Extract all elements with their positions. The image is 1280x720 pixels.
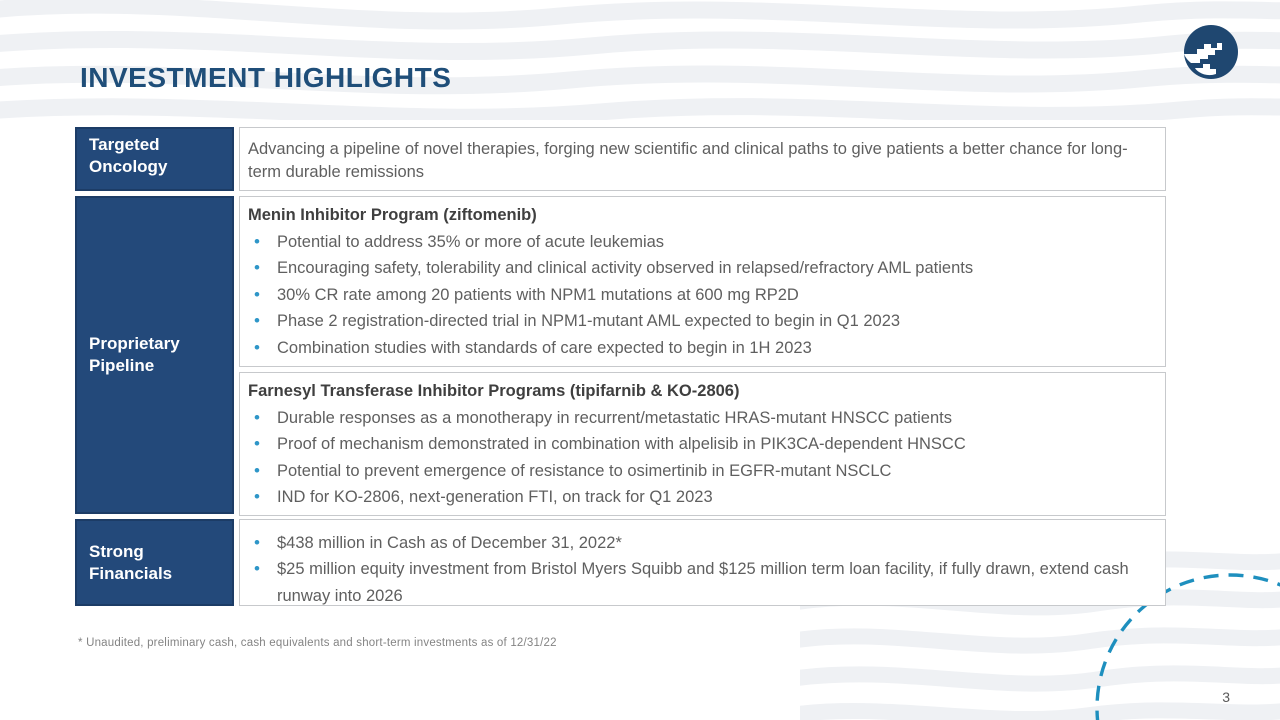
company-logo	[1183, 24, 1239, 80]
bullet-list: Potential to address 35% or more of acut…	[248, 229, 1155, 361]
section-heading: Farnesyl Transferase Inhibitor Programs …	[248, 382, 740, 400]
bullet-item: Encouraging safety, tolerability and cli…	[248, 255, 1155, 282]
bullet-item: Phase 2 registration-directed trial in N…	[248, 308, 1155, 335]
bullet-list: Durable responses as a monotherapy in re…	[248, 405, 1155, 511]
bullet-list: $438 million in Cash as of December 31, …	[248, 530, 1155, 609]
row-label-text: Targeted Oncology	[89, 135, 168, 176]
bullet-item: Proof of mechanism demonstrated in combi…	[248, 431, 1155, 458]
bullet-item: Durable responses as a monotherapy in re…	[248, 405, 1155, 432]
row-label-text: Proprietary Pipeline	[89, 334, 180, 375]
bullet-item: IND for KO-2806, next-generation FTI, on…	[248, 484, 1155, 511]
footnote: * Unaudited, preliminary cash, cash equi…	[78, 637, 557, 649]
row-paragraph: Advancing a pipeline of novel therapies,…	[248, 140, 1128, 181]
bullet-item: 30% CR rate among 20 patients with NPM1 …	[248, 282, 1155, 309]
table-row-proprietary-pipeline: Proprietary Pipeline Menin Inhibitor Pro…	[75, 196, 1166, 516]
table-row-strong-financials: Strong Financials $438 million in Cash a…	[75, 519, 1166, 606]
bullet-item: $25 million equity investment from Brist…	[248, 556, 1155, 609]
highlights-table: Targeted Oncology Advancing a pipeline o…	[75, 127, 1166, 611]
globe-wave-icon	[1184, 25, 1238, 79]
bullet-item: $438 million in Cash as of December 31, …	[248, 530, 1155, 557]
section-menin-inhibitor: Menin Inhibitor Program (ziftomenib) Pot…	[239, 196, 1166, 367]
section-heading: Menin Inhibitor Program (ziftomenib)	[248, 206, 537, 224]
page-number: 3	[1222, 689, 1230, 705]
row-label-targeted-oncology: Targeted Oncology	[75, 127, 234, 191]
row-label-proprietary-pipeline: Proprietary Pipeline	[75, 196, 234, 514]
page-title: INVESTMENT HIGHLIGHTS	[80, 62, 452, 93]
row-content-targeted-oncology: Advancing a pipeline of novel therapies,…	[239, 127, 1166, 191]
wave-pattern-top-icon	[0, 0, 1280, 120]
table-row-targeted-oncology: Targeted Oncology Advancing a pipeline o…	[75, 127, 1166, 191]
row-content-strong-financials: $438 million in Cash as of December 31, …	[239, 519, 1166, 606]
row-content-proprietary-pipeline: Menin Inhibitor Program (ziftomenib) Pot…	[239, 196, 1166, 516]
bullet-item: Potential to prevent emergence of resist…	[248, 458, 1155, 485]
row-label-text: Strong Financials	[89, 541, 173, 583]
row-label-strong-financials: Strong Financials	[75, 519, 234, 606]
section-farnesyl-transferase: Farnesyl Transferase Inhibitor Programs …	[239, 372, 1166, 516]
bullet-item: Combination studies with standards of ca…	[248, 335, 1155, 362]
bullet-item: Potential to address 35% or more of acut…	[248, 229, 1155, 256]
